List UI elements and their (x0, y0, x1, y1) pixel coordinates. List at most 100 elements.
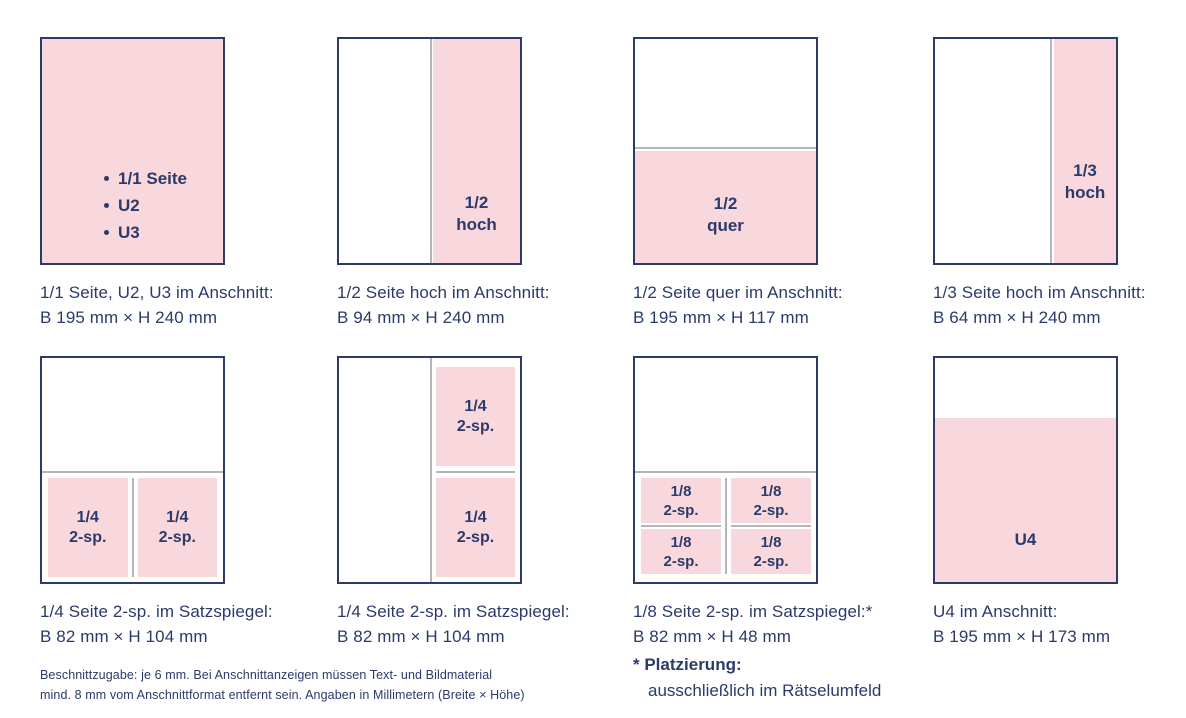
ad-area-label: 1/2 quer (635, 193, 816, 237)
label-fraction: 1/4 (464, 397, 487, 415)
panel-caption: 1/2 Seite hoch im Anschnitt: B 94 mm × H… (337, 280, 629, 330)
label-columns: 2-sp. (753, 552, 789, 570)
format-bullet-list: 1/1 Seite U2 U3 (104, 165, 187, 246)
list-item: 1/1 Seite (104, 165, 187, 192)
ad-box-label: 1/8 2-sp. (663, 533, 698, 571)
bullet-label: U2 (118, 195, 140, 215)
ad-area-label: 1/3 hoch (1054, 160, 1116, 204)
ad-box-label: 1/8 2-sp. (753, 482, 788, 520)
page-outline-quarter-bottom: 1/4 2-sp. 1/4 2-sp. (40, 356, 225, 584)
caption-format: 1/3 Seite hoch im Anschnitt: (933, 283, 1146, 302)
bleed-note-line2: mind. 8 mm vom Anschnittformat entfernt … (40, 687, 525, 702)
box-divider-line (131, 478, 134, 577)
caption-size: B 64 mm × H 240 mm (933, 308, 1101, 327)
page-outline-half-horizontal: 1/2 quer (633, 37, 818, 265)
caption-format: 1/2 Seite quer im Anschnitt: (633, 283, 843, 302)
ad-area-half-horizontal: 1/2 quer (635, 151, 816, 263)
ad-box-label: 1/8 2-sp. (663, 482, 698, 520)
page-outline-full: 1/1 Seite U2 U3 (40, 37, 225, 265)
label-columns: 2-sp. (69, 528, 107, 546)
caption-format: 1/8 Seite 2-sp. im Satzspiegel:* (633, 602, 873, 621)
box-divider-line (641, 525, 721, 527)
label-fraction: 1/8 (760, 482, 782, 500)
ad-box-eighth: 1/8 2-sp. (641, 529, 721, 574)
bullet-label: U3 (118, 222, 140, 242)
ad-box-label: 1/8 2-sp. (753, 533, 788, 571)
section-divider-line (635, 147, 816, 149)
list-item: U2 (104, 192, 187, 219)
ad-area-full-bleed: 1/1 Seite U2 U3 (42, 39, 223, 263)
ad-area-label: 1/2 hoch (433, 192, 520, 236)
bleed-note-line1: Beschnittzugabe: je 6 mm. Bei Anschnitta… (40, 668, 493, 682)
column-divider-line (430, 358, 432, 582)
panel-third-vertical: 1/3 hoch 1/3 Seite hoch im Anschnitt: B … (933, 37, 1186, 330)
ad-box-label: 1/4 2-sp. (69, 508, 106, 548)
column-divider-line (1050, 39, 1052, 263)
caption-format: 1/4 Seite 2-sp. im Satzspiegel: (337, 602, 570, 621)
ad-box-eighth: 1/8 2-sp. (641, 478, 721, 523)
label-u4: U4 (1014, 530, 1037, 549)
label-fraction: 1/3 (1073, 161, 1097, 180)
panel-caption: U4 im Anschnitt: B 195 mm × H 173 mm (933, 599, 1186, 649)
bullet-label: 1/1 Seite (118, 168, 187, 188)
label-columns: 2-sp. (663, 552, 699, 570)
label-columns: 2-sp. (456, 417, 495, 435)
caption-format: 1/4 Seite 2-sp. im Satzspiegel: (40, 602, 273, 621)
panel-eighth-2col: 1/8 2-sp. 1/8 2-sp. 1/8 2-sp. 1/8 (633, 356, 925, 704)
caption-format: 1/2 Seite hoch im Anschnitt: (337, 283, 550, 302)
label-fraction: 1/4 (76, 508, 99, 526)
panel-caption: 1/2 Seite quer im Anschnitt: B 195 mm × … (633, 280, 925, 330)
page-outline-u4: U4 (933, 356, 1118, 584)
ad-box-label: 1/4 2-sp. (457, 397, 494, 437)
page-outline-quarter-column: 1/4 2-sp. 1/4 2-sp. (337, 356, 522, 584)
label-fraction: 1/8 (760, 533, 782, 551)
panel-caption: 1/4 Seite 2-sp. im Satzspiegel: B 82 mm … (337, 599, 629, 649)
label-fraction: 1/4 (464, 508, 487, 526)
label-columns: 2-sp. (158, 528, 196, 546)
caption-size: B 195 mm × H 240 mm (40, 308, 218, 327)
caption-size: B 82 mm × H 104 mm (337, 627, 505, 646)
label-orientation: hoch (456, 215, 497, 234)
section-divider-line (42, 471, 223, 473)
panel-quarter-2col-bottom: 1/4 2-sp. 1/4 2-sp. 1/4 Seite 2-sp. im S… (40, 356, 332, 649)
placement-footnote-text: ausschließlich im Rätselumfeld (648, 681, 882, 700)
ad-area-group: 1/4 2-sp. 1/4 2-sp. (436, 367, 515, 577)
ad-area-half-vertical: 1/2 hoch (433, 39, 520, 263)
ad-area-group: 1/4 2-sp. 1/4 2-sp. (48, 478, 217, 577)
ad-box-quarter: 1/4 2-sp. (48, 478, 128, 577)
section-divider-line (635, 471, 816, 473)
ad-area-group: 1/8 2-sp. 1/8 2-sp. 1/8 2-sp. 1/8 (641, 478, 811, 574)
ad-box-eighth: 1/8 2-sp. (731, 529, 811, 574)
label-orientation: quer (707, 216, 744, 235)
caption-size: B 195 mm × H 173 mm (933, 627, 1111, 646)
label-columns: 2-sp. (663, 501, 699, 519)
panel-half-vertical: 1/2 hoch 1/2 Seite hoch im Anschnitt: B … (337, 37, 629, 330)
column-divider-line (430, 39, 432, 263)
bullet-icon (104, 203, 109, 208)
ad-area-label: U4 (935, 529, 1116, 551)
ad-box-eighth: 1/8 2-sp. (731, 478, 811, 523)
label-columns: 2-sp. (456, 528, 495, 546)
caption-format: 1/1 Seite, U2, U3 im Anschnitt: (40, 283, 274, 302)
panel-quarter-2col-column: 1/4 2-sp. 1/4 2-sp. 1/4 Seite 2-sp. im S… (337, 356, 629, 649)
page-outline-eighth-grid: 1/8 2-sp. 1/8 2-sp. 1/8 2-sp. 1/8 (633, 356, 818, 584)
label-fraction: 1/2 (464, 193, 489, 212)
panel-half-horizontal: 1/2 quer 1/2 Seite quer im Anschnitt: B … (633, 37, 925, 330)
page-outline-half-vertical: 1/2 hoch (337, 37, 522, 265)
ad-box-label: 1/4 2-sp. (457, 508, 494, 548)
caption-size: B 82 mm × H 48 mm (633, 627, 792, 646)
caption-size: B 82 mm × H 104 mm (40, 627, 208, 646)
ad-area-third-vertical: 1/3 hoch (1054, 39, 1116, 263)
label-fraction: 1/4 (166, 508, 189, 526)
ad-box-quarter: 1/4 2-sp. (137, 478, 217, 577)
placement-footnote-title: * Platzierung: (633, 655, 742, 674)
label-columns: 2-sp. (753, 501, 789, 519)
box-divider-line (436, 471, 515, 473)
panel-full-page: 1/1 Seite U2 U3 1/1 Seite, U2, U3 im Ans… (40, 37, 332, 330)
caption-size: B 94 mm × H 240 mm (337, 308, 505, 327)
page-outline-third-vertical: 1/3 hoch (933, 37, 1118, 265)
box-divider-line (725, 478, 727, 574)
caption-format: U4 im Anschnitt: (933, 602, 1058, 621)
panel-caption: 1/4 Seite 2-sp. im Satzspiegel: B 82 mm … (40, 599, 332, 649)
label-orientation: hoch (1064, 183, 1106, 202)
